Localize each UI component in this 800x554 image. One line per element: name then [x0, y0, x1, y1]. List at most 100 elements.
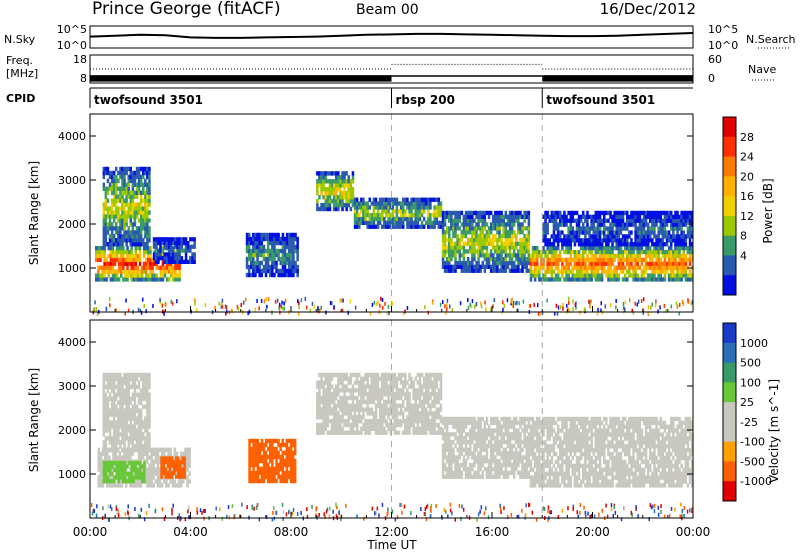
- heatmap-cell: [619, 222, 623, 227]
- heatmap-cell: [550, 273, 554, 278]
- heatmap-cell: [674, 226, 677, 231]
- heatmap-cell: [271, 470, 274, 476]
- heatmap-cell: [273, 240, 276, 246]
- heatmap-cell: [448, 253, 451, 258]
- heatmap-cell: [175, 483, 179, 488]
- heatmap-cell: [506, 253, 510, 258]
- heatmap-cell: [183, 474, 186, 479]
- heatmap-cell: [289, 454, 293, 460]
- heatmap-cell: [494, 260, 497, 266]
- heatmap-cell: [529, 257, 533, 262]
- heatmap-cell: [445, 249, 449, 254]
- heatmap-cell: [661, 261, 665, 266]
- heatmap-cell: [441, 241, 445, 246]
- heatmap-cell: [119, 408, 122, 413]
- heatmap-cell: [469, 264, 472, 269]
- heatmap-cell: [636, 230, 639, 235]
- heatmap-cell: [588, 249, 591, 255]
- heatmap-cell: [335, 415, 338, 420]
- heatmap-cell: [502, 230, 505, 235]
- heatmap-cell: [137, 448, 141, 453]
- heatmap-cell: [277, 240, 280, 246]
- scatter-cell: [589, 304, 591, 309]
- heatmap-cell: [320, 384, 323, 389]
- heatmap-cell: [101, 277, 104, 282]
- heatmap-cell: [101, 249, 104, 255]
- heatmap-cell: [439, 205, 443, 210]
- scatter-cell: [480, 301, 482, 306]
- heatmap-cell: [435, 220, 438, 225]
- heatmap-cell: [148, 376, 151, 382]
- heatmap-cell: [588, 246, 591, 251]
- heatmap-cell: [569, 238, 572, 243]
- heatmap-cell: [141, 455, 145, 460]
- heatmap-cell: [542, 226, 545, 231]
- scatter-cell: [109, 303, 111, 308]
- heatmap-cell: [366, 209, 369, 214]
- scatter-cell: [111, 507, 113, 512]
- heatmap-cell: [584, 277, 587, 282]
- heatmap-cell: [291, 458, 295, 464]
- heatmap-cell: [542, 257, 545, 262]
- heatmap-cell: [135, 372, 139, 378]
- heatmap-cell: [148, 420, 151, 425]
- heatmap-cell: [117, 440, 120, 445]
- station-title: Prince George (fitACF): [92, 0, 281, 19]
- heatmap-cell: [556, 261, 560, 266]
- heatmap-cell: [460, 237, 464, 243]
- heatmap-cell: [119, 166, 122, 172]
- heatmap-cell: [498, 253, 501, 258]
- scatter-cell: [340, 298, 343, 303]
- heatmap-cell: [594, 242, 598, 247]
- scatter-cell: [568, 309, 571, 313]
- heatmap-cell: [517, 230, 520, 235]
- heatmap-cell: [245, 260, 249, 266]
- scatter-cell: [107, 517, 110, 522]
- heatmap-cell: [289, 458, 293, 464]
- heatmap-cell: [115, 372, 118, 378]
- heatmap-cell: [676, 273, 679, 278]
- heatmap-cell: [145, 246, 148, 251]
- heatmap-cell: [416, 197, 420, 202]
- heatmap-cell: [129, 396, 132, 401]
- heatmap-cell: [594, 257, 598, 262]
- heatmap-cell: [471, 233, 474, 239]
- heatmap-cell: [109, 479, 112, 484]
- heatmap-cell: [682, 269, 685, 274]
- heatmap-cell: [525, 210, 528, 216]
- heatmap-cell: [115, 436, 118, 441]
- heatmap-cell: [108, 440, 112, 445]
- heatmap-cell: [125, 432, 128, 437]
- heatmap-cell: [115, 392, 118, 397]
- scatter-cell: [535, 517, 538, 522]
- heatmap-cell: [358, 205, 361, 210]
- heatmap-cell: [110, 174, 114, 180]
- heatmap-cell: [145, 273, 148, 278]
- heatmap-cell: [661, 218, 665, 223]
- heatmap-cell: [657, 269, 660, 274]
- heatmap-cell: [598, 218, 602, 223]
- heatmap-cell: [136, 460, 140, 465]
- heatmap-cell: [469, 237, 472, 243]
- heatmap-cell: [146, 404, 149, 409]
- heatmap-cell: [341, 183, 344, 188]
- heatmap-cell: [141, 447, 145, 452]
- heatmap-cell: [607, 226, 610, 231]
- heatmap-cell: [318, 195, 321, 200]
- heatmap-cell: [115, 475, 118, 480]
- heatmap-cell: [324, 419, 327, 424]
- heatmap-cell: [670, 269, 673, 274]
- heatmap-cell: [152, 241, 156, 246]
- heatmap-cell: [638, 277, 642, 282]
- heatmap-cell: [142, 392, 145, 397]
- heatmap-cell: [540, 261, 543, 266]
- heatmap-cell: [611, 269, 614, 274]
- heatmap-cell: [623, 210, 627, 216]
- heatmap-cell: [158, 475, 162, 480]
- heatmap-cell: [477, 264, 480, 269]
- heatmap-cell: [107, 269, 110, 274]
- heatmap-cell: [277, 252, 280, 258]
- scatter-cell: [424, 512, 427, 517]
- heatmap-cell: [443, 245, 447, 250]
- scatter-cell: [659, 305, 661, 310]
